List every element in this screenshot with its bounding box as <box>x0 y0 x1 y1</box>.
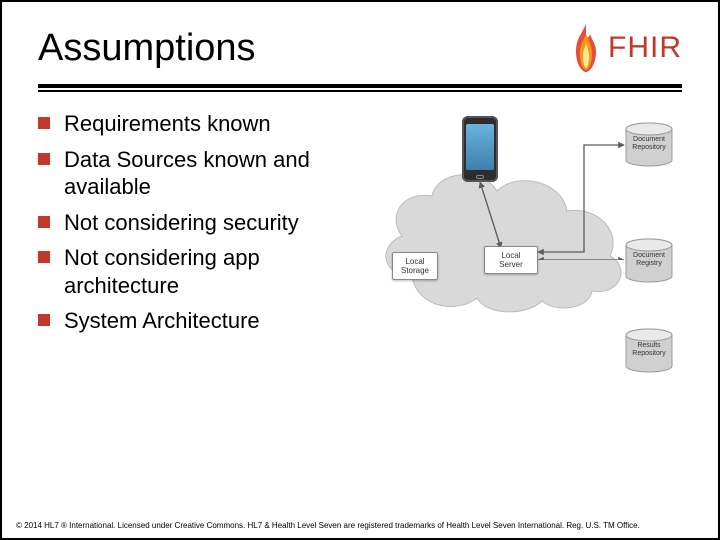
divider-thick <box>38 84 682 88</box>
list-item: Not considering security <box>38 209 348 237</box>
node-label: LocalStorage <box>401 257 429 275</box>
list-item: System Architecture <box>38 307 348 335</box>
node-document-repository: DocumentRepository <box>624 122 674 168</box>
bullet-icon <box>38 314 50 326</box>
bullet-text: Requirements known <box>64 110 271 138</box>
architecture-diagram: LocalStorage LocalServer DocumentReposit… <box>366 110 682 390</box>
bullet-text: Data Sources known and available <box>64 146 348 201</box>
bullet-text: Not considering security <box>64 209 299 237</box>
page-title: Assumptions <box>38 27 256 70</box>
header: Assumptions FHIR <box>38 22 682 74</box>
body: Requirements known Data Sources known an… <box>38 110 682 390</box>
fhir-text: FHIR <box>608 31 682 65</box>
bullet-icon <box>38 216 50 228</box>
slide: Assumptions FHIR Requirements known Data… <box>0 0 720 540</box>
fhir-logo: FHIR <box>568 22 682 74</box>
node-label: ResultsRepository <box>624 342 674 357</box>
bullet-icon <box>38 251 50 263</box>
bullet-text: Not considering app architecture <box>64 244 348 299</box>
node-label: LocalServer <box>499 251 523 269</box>
node-document-registry: DocumentRegistry <box>624 238 674 284</box>
bullet-icon <box>38 117 50 129</box>
divider-thin <box>38 90 682 92</box>
list-item: Data Sources known and available <box>38 146 348 201</box>
node-results-repository: ResultsRepository <box>624 328 674 374</box>
bullet-text: System Architecture <box>64 307 260 335</box>
node-label: DocumentRegistry <box>624 252 674 267</box>
bullet-list: Requirements known Data Sources known an… <box>38 110 348 390</box>
phone-icon <box>462 116 498 182</box>
node-label: DocumentRepository <box>624 136 674 151</box>
bullet-icon <box>38 153 50 165</box>
connectors <box>366 110 666 260</box>
list-item: Requirements known <box>38 110 348 138</box>
footer-text: © 2014 HL7 ® International. Licensed und… <box>16 521 704 530</box>
list-item: Not considering app architecture <box>38 244 348 299</box>
node-local-storage: LocalStorage <box>392 252 438 280</box>
flame-icon <box>568 22 604 74</box>
node-local-server: LocalServer <box>484 246 538 274</box>
